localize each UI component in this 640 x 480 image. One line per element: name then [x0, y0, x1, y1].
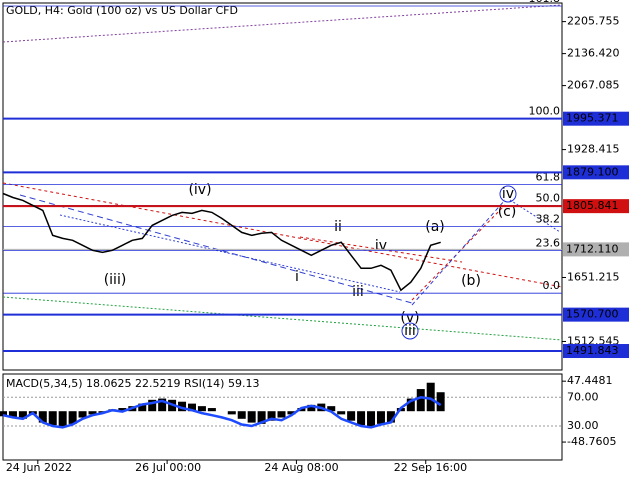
- y2-tick-label: 70.00: [567, 390, 599, 403]
- wave-label: (iv): [188, 182, 211, 198]
- wave-label: iv: [375, 238, 387, 254]
- wave-label: (b): [461, 273, 481, 289]
- price-box-label: 1570.700: [566, 308, 619, 321]
- rsi-line: [2, 396, 442, 429]
- fib-label: 161.8: [529, 0, 561, 5]
- price-box: [563, 165, 629, 180]
- y-tick-label: 47.4481: [567, 374, 613, 387]
- histogram-bar: [38, 411, 47, 423]
- price-box-label: 1491.843: [566, 344, 619, 357]
- y-tick-label: 2136.420: [567, 47, 620, 60]
- histogram-bar: [48, 411, 57, 426]
- y-tick-label: 1928.415: [567, 143, 620, 156]
- histogram-bar: [227, 411, 236, 415]
- chart-title: GOLD, H4: Gold (100 oz) vs US Dollar CFD: [6, 4, 238, 17]
- histogram-bar: [386, 411, 395, 423]
- wave-label: (c): [498, 204, 517, 220]
- y-tick-label: 2205.755: [567, 15, 620, 28]
- trend-line: [2, 4, 563, 43]
- trend-line: [2, 296, 563, 341]
- fib-label: 0.0: [543, 279, 561, 292]
- histogram-bar: [158, 398, 167, 412]
- histogram-bar: [267, 411, 276, 421]
- wave-label: (a): [425, 219, 445, 235]
- price-box-label: 1995.371: [566, 112, 619, 125]
- fib-label: 23.6: [536, 236, 561, 249]
- histogram-bar: [237, 411, 246, 419]
- histogram-bar: [118, 408, 127, 412]
- histogram-bar: [247, 411, 256, 423]
- fib-label: 100.0: [529, 105, 561, 118]
- price-panel: [2, 2, 563, 371]
- histogram-bar: [0, 411, 7, 417]
- histogram-bar: [337, 411, 346, 415]
- histogram-bar: [297, 408, 306, 412]
- indicator-title: MACD(5,34,5) 18.0625 22.5219 RSI(14) 59.…: [6, 377, 259, 390]
- price-line: [2, 192, 441, 292]
- histogram-bar: [287, 411, 296, 415]
- price-box-label: 1805.841: [566, 199, 619, 212]
- x-tick-label: 24 Jun 2022: [6, 461, 72, 474]
- trend-line: [2, 182, 563, 288]
- trend-line: [411, 199, 506, 306]
- y-tick-label: -48.7605: [567, 435, 616, 448]
- histogram-bar: [8, 411, 17, 418]
- wave-label: iii: [404, 323, 416, 339]
- y-tick-label: 1651.215: [567, 270, 620, 283]
- x-tick-label: 24 Aug 08:00: [264, 461, 338, 474]
- y-tick-label: 2067.085: [567, 79, 620, 92]
- x-tick-label: 22 Sep 16:00: [394, 461, 467, 474]
- histogram-bar: [347, 411, 356, 421]
- fib-label: 38.2: [536, 212, 561, 225]
- histogram-bar: [436, 392, 445, 412]
- x-tick-label: 26 Jul 00:00: [135, 461, 201, 474]
- histogram-bar: [416, 389, 425, 412]
- histogram-bar: [277, 411, 286, 418]
- histogram-bar: [367, 411, 376, 428]
- wave-circle: [401, 322, 419, 340]
- histogram-bar: [207, 408, 216, 412]
- wave-circle: [499, 185, 517, 203]
- wave-label: iii: [352, 284, 364, 300]
- price-box: [563, 199, 629, 214]
- histogram-bar: [357, 411, 366, 426]
- histogram-bar: [138, 403, 147, 412]
- price-box: [563, 307, 629, 322]
- wave-label: (iii): [104, 272, 127, 288]
- fib-label: 50.0: [536, 191, 561, 204]
- histogram-bar: [327, 406, 336, 412]
- y2-tick-label: 30.00: [567, 419, 599, 432]
- histogram-bar: [18, 411, 27, 419]
- histogram-bar: [78, 411, 87, 418]
- histogram-bar: [197, 406, 206, 412]
- wave-label: i: [295, 269, 299, 285]
- indicator-panel: [2, 373, 563, 461]
- wave-label: ii: [334, 219, 342, 235]
- histogram-bar: [148, 399, 157, 412]
- histogram-bar: [257, 411, 266, 424]
- fib-label: 61.8: [536, 171, 561, 184]
- price-box-label: 1712.110: [566, 242, 619, 255]
- histogram-bar: [376, 411, 385, 424]
- histogram-bar: [406, 398, 415, 412]
- wave-label: iv: [502, 186, 514, 202]
- histogram-bar: [68, 411, 77, 424]
- histogram-bar: [307, 404, 316, 412]
- histogram-bar: [426, 382, 435, 412]
- price-box-label: 1879.100: [566, 165, 619, 178]
- price-box: [563, 344, 629, 359]
- price-box: [563, 242, 629, 257]
- histogram-bar: [58, 411, 67, 428]
- histogram-bar: [178, 401, 187, 412]
- price-box: [563, 111, 629, 126]
- histogram-bar: [88, 411, 97, 415]
- histogram-bar: [187, 403, 196, 412]
